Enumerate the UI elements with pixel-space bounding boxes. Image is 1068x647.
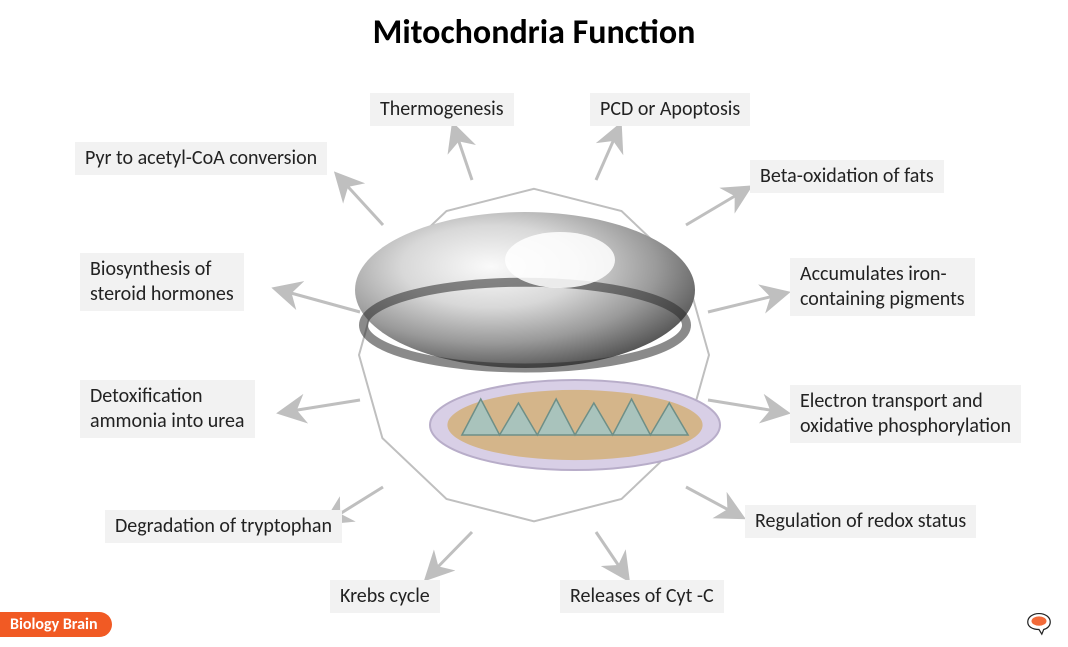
arrow-detox <box>285 400 360 412</box>
label-steroid: Biosynthesis of steroid hormones <box>80 253 244 311</box>
arrow-cytc <box>596 532 625 575</box>
label-pcd: PCD or Apoptosis <box>590 93 750 126</box>
arrow-group <box>280 130 782 575</box>
diagram-svg <box>0 0 1068 647</box>
arrow-etc <box>708 400 782 412</box>
label-beta: Beta-oxidation of fats <box>750 160 944 193</box>
arrow-pyr <box>340 178 383 225</box>
label-iron: Accumulates iron- containing pigments <box>790 258 975 316</box>
source-badge: Biology Brain <box>0 612 112 637</box>
mitochondria-diagram: Thermogenesis PCD or Apoptosis Pyr to acet… <box>0 0 1068 647</box>
arrow-iron <box>708 294 782 312</box>
label-cytc: Releases of Cyt -C <box>560 580 724 613</box>
arrow-krebs <box>430 532 472 575</box>
label-detox: Detoxification ammonia into urea <box>80 380 255 438</box>
label-etc: Electron transport and oxidative phospho… <box>790 385 1021 443</box>
arrow-thermogenesis <box>455 130 472 180</box>
arrow-redox <box>686 487 738 515</box>
label-redox: Regulation of redox status <box>745 505 976 538</box>
label-krebs: Krebs cycle <box>330 580 440 613</box>
arrow-pcd <box>596 130 618 180</box>
arrow-steroid <box>280 290 360 312</box>
label-thermogenesis: Thermogenesis <box>370 93 514 126</box>
label-pyr: Pyr to acetyl-CoA conversion <box>75 142 327 175</box>
brain-icon <box>1024 607 1054 637</box>
hub-polygon <box>359 189 709 522</box>
arrow-beta <box>686 190 745 225</box>
label-tryptophan: Degradation of tryptophan <box>105 510 342 543</box>
mitochondrion-illustration <box>355 212 720 470</box>
